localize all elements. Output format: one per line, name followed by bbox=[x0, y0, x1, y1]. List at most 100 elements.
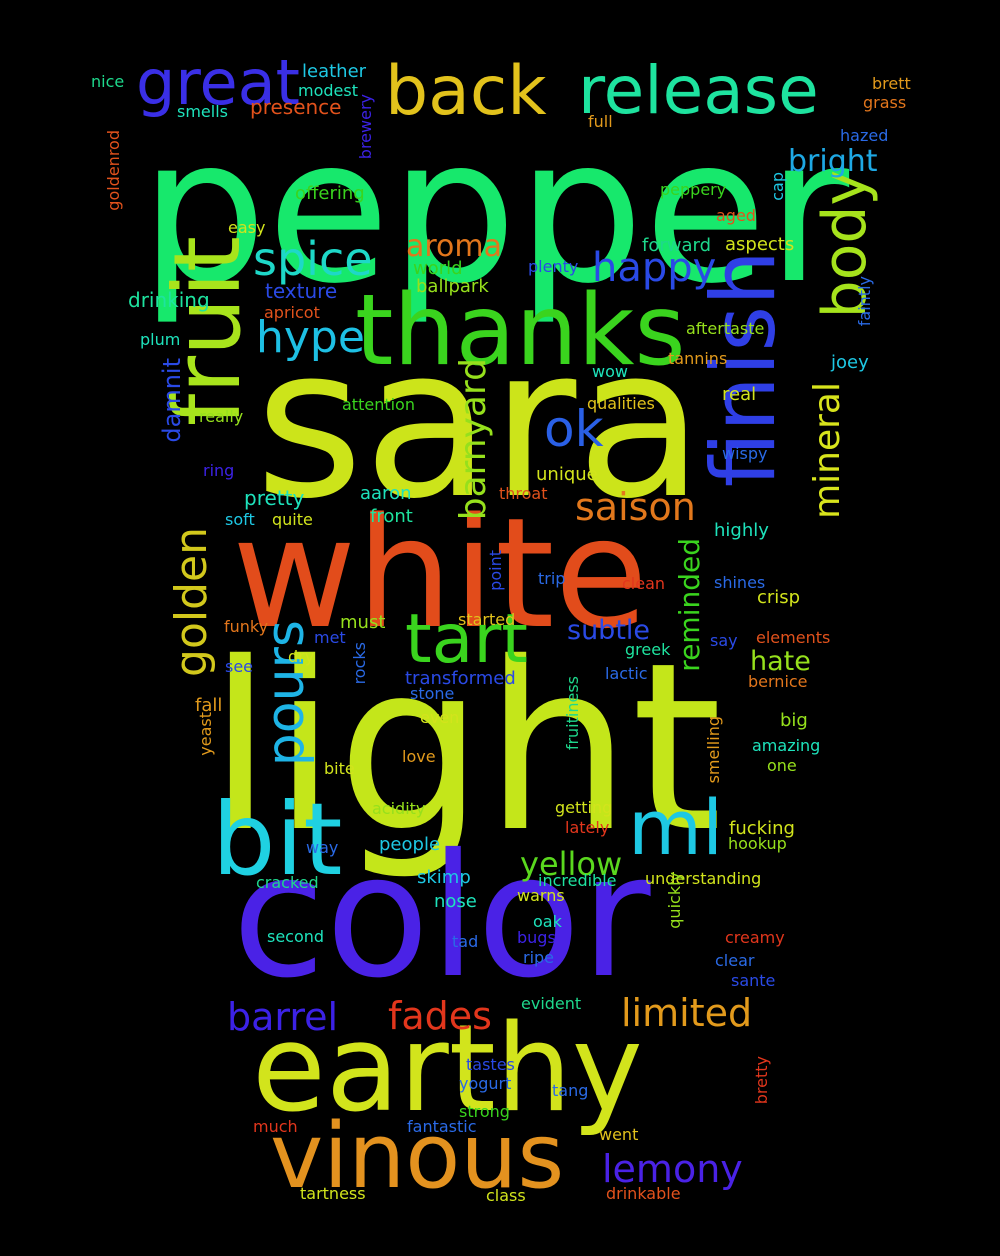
word-112: lately bbox=[565, 818, 610, 837]
word-119: understanding bbox=[645, 869, 762, 888]
word-139: fantastic bbox=[407, 1117, 477, 1136]
word-104: big bbox=[780, 710, 808, 731]
word-79: front bbox=[370, 506, 413, 527]
word-31: barrel bbox=[227, 995, 339, 1039]
word-87: must bbox=[340, 612, 386, 633]
word-138: much bbox=[253, 1117, 298, 1136]
word-40: ballpark bbox=[416, 276, 489, 297]
word-25: mineral bbox=[807, 382, 848, 519]
word-42: forward bbox=[642, 235, 712, 256]
word-126: creamy bbox=[725, 928, 785, 947]
word-66: wow bbox=[592, 362, 628, 381]
word-90: rocks bbox=[350, 642, 369, 685]
word-120: skimp bbox=[417, 867, 471, 888]
word-53: nice bbox=[91, 72, 125, 91]
word-34: damnit bbox=[158, 358, 186, 443]
word-95: dry bbox=[288, 647, 315, 666]
word-72: wispy bbox=[722, 444, 768, 463]
word-80: highly bbox=[714, 520, 769, 541]
word-82: trip bbox=[538, 569, 566, 588]
word-35: subtle bbox=[567, 615, 651, 646]
word-137: strong bbox=[459, 1102, 510, 1121]
word-96: transformed bbox=[405, 668, 516, 689]
word-135: yogurt bbox=[459, 1074, 512, 1093]
word-52: leather bbox=[302, 61, 367, 82]
word-100: fall bbox=[195, 695, 223, 716]
word-130: clear bbox=[715, 951, 755, 970]
word-21: happy bbox=[592, 245, 717, 291]
word-103: yeast bbox=[196, 712, 215, 756]
word-143: drinkable bbox=[606, 1184, 681, 1203]
word-142: class bbox=[486, 1186, 526, 1205]
word-44: aged bbox=[716, 206, 756, 225]
word-128: tad bbox=[452, 932, 479, 951]
word-24: barnyard bbox=[453, 358, 494, 521]
word-23: saison bbox=[575, 485, 696, 529]
word-81: point bbox=[486, 550, 505, 591]
word-85: crisp bbox=[757, 587, 801, 608]
word-16: tart bbox=[405, 600, 528, 679]
word-37: drinking bbox=[128, 288, 210, 312]
word-33: bright bbox=[788, 144, 878, 179]
word-89: met bbox=[314, 628, 346, 647]
word-77: soft bbox=[225, 510, 255, 529]
word-56: hazed bbox=[840, 126, 889, 145]
word-58: brewery bbox=[356, 94, 375, 160]
word-30: fades bbox=[388, 994, 492, 1038]
word-129: ripe bbox=[523, 948, 555, 967]
word-39: world bbox=[413, 258, 463, 279]
word-1: sara bbox=[255, 303, 704, 545]
word-97: lactic bbox=[605, 664, 648, 683]
word-12: back bbox=[385, 52, 547, 131]
word-133: tastes bbox=[466, 1055, 515, 1074]
word-73: unique bbox=[536, 464, 598, 485]
word-6: thanks bbox=[355, 274, 686, 388]
word-84: shines bbox=[714, 573, 766, 592]
word-0: pepper bbox=[140, 95, 850, 328]
word-50: smells bbox=[177, 102, 228, 121]
word-27: yellow bbox=[520, 845, 623, 883]
word-125: bugs bbox=[517, 928, 556, 947]
word-11: release bbox=[578, 52, 819, 129]
word-113: fucking bbox=[729, 818, 795, 839]
word-134: bretty bbox=[752, 1056, 771, 1105]
word-17: pours bbox=[256, 620, 316, 767]
word-108: bite bbox=[324, 759, 355, 778]
word-61: plum bbox=[140, 330, 181, 349]
word-75: aaron bbox=[360, 483, 412, 504]
word-54: brett bbox=[872, 74, 911, 93]
word-141: tartness bbox=[300, 1184, 366, 1203]
word-140: went bbox=[599, 1125, 639, 1144]
word-43: aspects bbox=[725, 234, 795, 255]
word-78: quite bbox=[272, 510, 313, 529]
word-19: spice bbox=[253, 232, 373, 286]
word-116: hookup bbox=[728, 834, 787, 853]
word-132: evident bbox=[521, 994, 582, 1013]
word-109: one bbox=[767, 756, 797, 775]
word-69: real bbox=[722, 384, 757, 405]
word-106: amazing bbox=[752, 736, 821, 755]
word-5: earthy bbox=[252, 1000, 643, 1139]
word-111: getting bbox=[555, 798, 613, 817]
word-67: attention bbox=[342, 395, 415, 414]
word-76: pretty bbox=[244, 486, 305, 510]
word-107: love bbox=[402, 747, 436, 766]
word-47: easy bbox=[228, 218, 266, 237]
word-60: apricot bbox=[264, 303, 320, 322]
word-28: lemony bbox=[602, 1147, 743, 1191]
word-68: qualities bbox=[587, 394, 655, 413]
word-3: white bbox=[232, 485, 648, 662]
word-91: say bbox=[710, 631, 738, 650]
word-8: bit bbox=[212, 781, 343, 898]
word-93: greek bbox=[625, 640, 671, 659]
word-71: ring bbox=[203, 461, 235, 480]
word-51: modest bbox=[298, 81, 358, 100]
word-55: grass bbox=[863, 93, 907, 112]
word-4: color bbox=[232, 818, 651, 1016]
word-41: plenty bbox=[528, 257, 579, 276]
word-118: incredible bbox=[538, 871, 617, 890]
word-124: oak bbox=[533, 912, 562, 931]
word-2: light bbox=[208, 613, 723, 883]
word-7: vinous bbox=[270, 1104, 565, 1209]
